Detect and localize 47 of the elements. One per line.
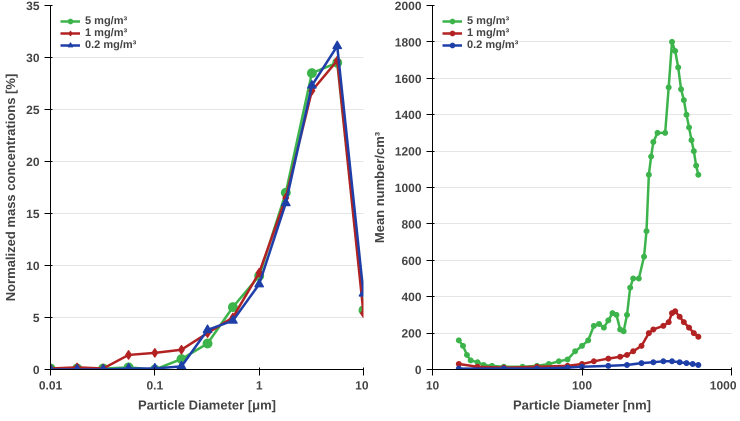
y-tick-label: 5 <box>32 311 40 325</box>
point <box>125 350 132 360</box>
y-tick-label: 10 <box>26 259 40 273</box>
y-tick-label: 600 <box>401 254 422 268</box>
x-tick-label: 10 <box>426 378 440 392</box>
y-tick-label: 800 <box>401 217 422 232</box>
point <box>306 68 317 78</box>
x-tick-label: 1 <box>256 378 263 392</box>
point <box>228 302 238 312</box>
point <box>202 324 213 334</box>
legend-label: 0.2 mg/m³ <box>467 39 518 51</box>
x-tick-label: 0.1 <box>146 378 164 392</box>
y-tick-label: 1400 <box>394 108 422 122</box>
x-tick-label: 1000 <box>710 378 737 392</box>
legend-label: 1 mg/m³ <box>85 27 128 39</box>
y-tick-label: 0 <box>32 363 40 377</box>
point <box>280 197 291 206</box>
y-tick-label: 2000 <box>394 0 422 13</box>
y-tick-label: 25 <box>26 103 40 117</box>
point <box>254 278 264 288</box>
y-tick-label: 35 <box>26 0 40 13</box>
x-tick-label: 0.01 <box>38 378 63 392</box>
point <box>176 360 186 370</box>
y-tick-label: 1600 <box>394 72 422 86</box>
y-tick-label: 400 <box>401 290 422 304</box>
y-tick-label: 1800 <box>394 35 422 50</box>
point <box>256 268 263 278</box>
legend-label: 0.2 mg/m³ <box>85 39 136 51</box>
y-axis-title: Mean number/cm³ <box>372 131 387 244</box>
x-tick-label: 100 <box>572 378 592 392</box>
x-axis-title: Particle Diameter [μm] <box>138 398 276 412</box>
point <box>151 348 158 358</box>
point <box>202 338 213 348</box>
y-tick-label: 1000 <box>394 181 422 195</box>
y-tick-label: 1200 <box>394 144 422 159</box>
x-axis-title: Particle Diameter [nm] <box>513 398 652 412</box>
y-tick-label: 200 <box>401 326 422 341</box>
x-tick-label: 10 <box>355 378 369 392</box>
y-tick-label: 20 <box>26 155 40 169</box>
legend-label: 1 mg/m³ <box>467 27 510 39</box>
legend-label: 5 mg/m³ <box>85 15 128 27</box>
y-tick-label: 30 <box>26 51 40 65</box>
point <box>306 80 317 89</box>
legend-label: 5 mg/m³ <box>467 15 510 27</box>
y-tick-label: 0 <box>414 363 422 377</box>
y-axis-title: Normalized mass concentrations [%] <box>3 74 18 302</box>
y-tick-label: 15 <box>26 207 40 221</box>
